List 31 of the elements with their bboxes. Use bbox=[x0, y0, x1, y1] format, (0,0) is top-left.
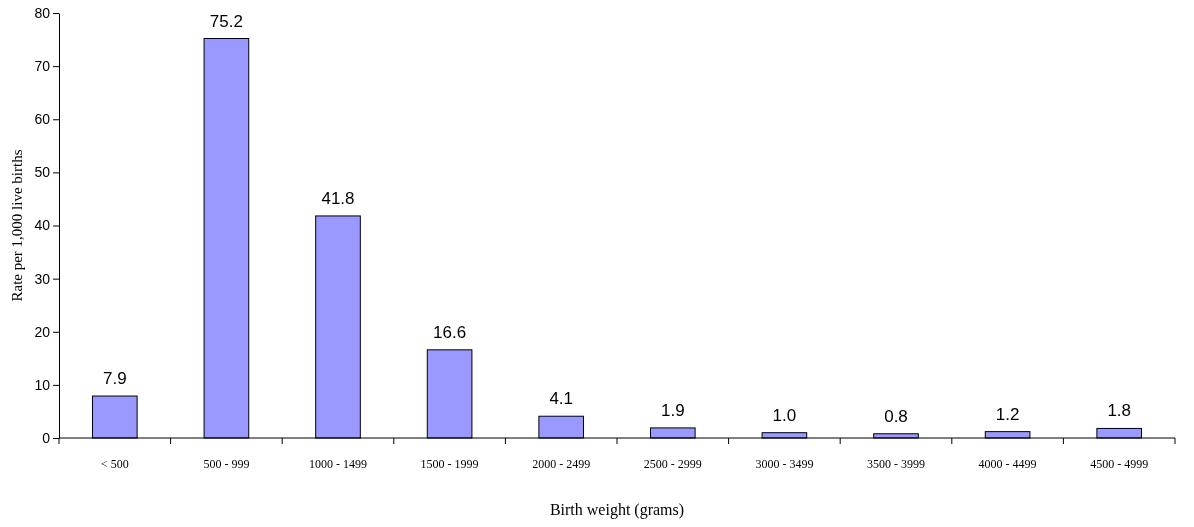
x-tick-label: 1500 - 1999 bbox=[420, 457, 479, 471]
data-label: 7.9 bbox=[102, 369, 127, 389]
x-tick-label: 2500 - 2999 bbox=[643, 457, 702, 471]
x-tick-label: < 500 bbox=[100, 457, 129, 471]
y-tick-label: 70 bbox=[34, 58, 51, 75]
y-tick-label: 50 bbox=[34, 164, 51, 181]
data-label: 1.2 bbox=[995, 404, 1020, 424]
data-label: 4.1 bbox=[549, 389, 574, 409]
y-tick-label: 30 bbox=[34, 270, 51, 287]
x-tick-label: 4500 - 4999 bbox=[1090, 457, 1149, 471]
data-label: 75.2 bbox=[209, 11, 243, 31]
y-tick-label: 10 bbox=[34, 376, 51, 393]
x-tick-label: 1000 - 1499 bbox=[309, 457, 367, 471]
y-tick-label: 80 bbox=[34, 4, 51, 21]
data-label: 1.0 bbox=[772, 405, 797, 425]
data-label: 1.9 bbox=[660, 400, 685, 420]
x-tick-label: 500 - 999 bbox=[203, 457, 250, 471]
data-label: 16.6 bbox=[433, 322, 467, 342]
x-tick-label: 4000 - 4499 bbox=[978, 457, 1037, 471]
data-label: 1.8 bbox=[1107, 401, 1132, 421]
x-tick-label: 3000 - 3499 bbox=[755, 457, 814, 471]
data-label: 0.8 bbox=[884, 406, 908, 426]
x-tick-label: 2000 - 2499 bbox=[532, 457, 591, 471]
y-tick-label: 60 bbox=[34, 111, 51, 128]
y-axis-title: Rate per 1,000 live births bbox=[9, 149, 25, 302]
x-tick-label: 3500 - 3999 bbox=[867, 457, 925, 471]
x-axis-title: Birth weight (grams) bbox=[549, 501, 685, 519]
y-tick-label: 0 bbox=[42, 429, 51, 446]
y-tick-label: 20 bbox=[34, 323, 51, 340]
y-tick-label: 40 bbox=[34, 217, 51, 234]
data-label: 41.8 bbox=[321, 188, 355, 208]
